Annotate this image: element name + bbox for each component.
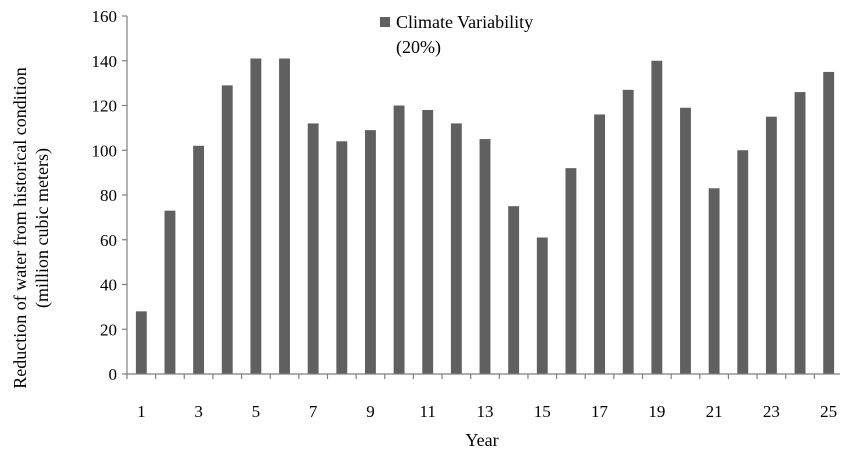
bar-year-9 — [364, 130, 376, 374]
x-tick-label: 15 — [534, 402, 551, 421]
legend: Climate Variability (20%) — [380, 12, 533, 58]
y-axis-ticks: 0 20 40 60 80 100 120 140 160 — [92, 7, 127, 384]
bar-year-25 — [823, 71, 835, 374]
x-tick-label: 25 — [820, 402, 837, 421]
y-axis-title-line2: (million cubic meters) — [32, 148, 53, 308]
x-tick-label: 7 — [309, 402, 318, 421]
y-tick-label: 100 — [92, 141, 118, 160]
bar-year-15 — [536, 237, 548, 374]
x-tick-label: 11 — [420, 402, 436, 421]
bar-year-8 — [336, 141, 348, 374]
bar-year-6 — [279, 58, 290, 374]
bar-year-23 — [765, 116, 777, 374]
legend-label-line1: Climate Variability — [396, 12, 533, 32]
bar-year-19 — [651, 60, 663, 374]
bar-year-10 — [393, 105, 405, 374]
x-tick-label: 23 — [763, 402, 780, 421]
bar-year-21 — [708, 188, 720, 374]
y-tick-label: 120 — [92, 97, 118, 116]
x-tick-label: 13 — [477, 402, 494, 421]
x-tick-label: 3 — [194, 402, 203, 421]
bar-year-13 — [479, 139, 491, 374]
y-axis-title-line1: Reduction of water from historical condi… — [10, 67, 30, 388]
bar-year-4 — [221, 85, 233, 375]
bar-year-18 — [622, 89, 634, 375]
y-tick-label: 80 — [100, 186, 117, 205]
x-tick-label: 9 — [366, 402, 375, 421]
bar-year-11 — [422, 109, 434, 374]
bar-year-17 — [594, 114, 606, 374]
bar-year-7 — [307, 123, 319, 375]
y-tick-label: 0 — [109, 365, 118, 384]
y-tick-label: 60 — [100, 231, 117, 250]
y-tick-label: 20 — [100, 320, 117, 339]
bar-year-3 — [193, 145, 205, 374]
x-tick-label: 5 — [252, 402, 261, 421]
x-tick-label: 17 — [591, 402, 609, 421]
x-tick-label: 19 — [648, 402, 665, 421]
y-axis-title: Reduction of water from historical condi… — [10, 67, 53, 388]
bar-year-16 — [565, 168, 577, 374]
bar-year-5 — [250, 58, 262, 374]
x-axis-title: Year — [465, 430, 498, 450]
x-tick-label: 1 — [137, 402, 146, 421]
bar-year-24 — [794, 92, 806, 374]
bar-year-20 — [680, 107, 691, 375]
bars — [135, 58, 835, 375]
y-tick-label: 40 — [100, 276, 117, 295]
legend-label-line2: (20%) — [396, 37, 441, 58]
x-tick-label: 21 — [706, 402, 723, 421]
bar-year-12 — [450, 123, 462, 375]
bar-year-1 — [135, 311, 147, 374]
bar-year-14 — [508, 206, 520, 374]
bar-year-22 — [737, 150, 749, 374]
y-tick-label: 160 — [92, 7, 118, 26]
legend-swatch — [380, 17, 390, 27]
y-tick-label: 140 — [92, 52, 118, 71]
x-axis-ticks: 1 3 5 7 9 11 13 15 17 19 21 23 25 — [126, 374, 837, 421]
bar-year-2 — [164, 210, 176, 374]
